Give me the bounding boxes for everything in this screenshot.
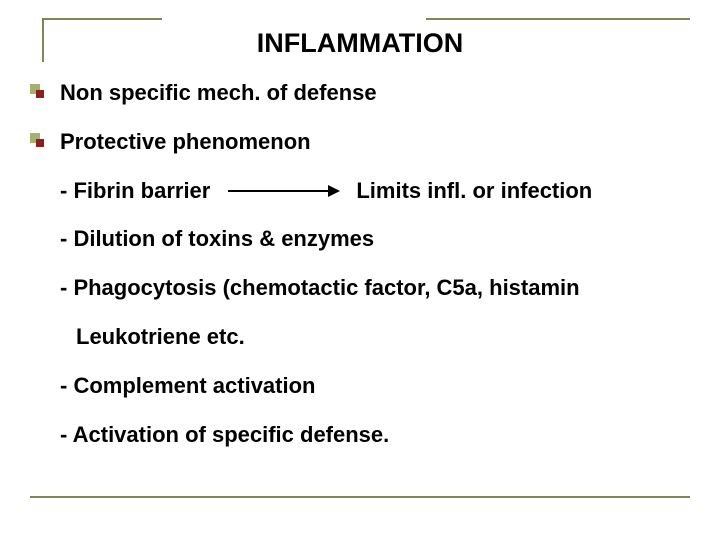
page-title: INFLAMMATION [257, 28, 463, 59]
arrow-icon [228, 190, 338, 192]
sub-text-right: Limits infl. or infection [356, 176, 592, 207]
diamond-bullet-icon [30, 133, 44, 147]
sub-item-continuation: Leukotriene etc. [76, 322, 690, 353]
sub-text-left: - Fibrin barrier [60, 176, 210, 207]
frame-top-right [426, 18, 690, 20]
frame-top-left [42, 18, 162, 20]
bullet-item: Non specific mech. of defense [30, 78, 690, 109]
bottom-divider [30, 496, 690, 498]
sub-item: - Phagocytosis (chemotactic factor, C5a,… [60, 273, 690, 304]
title-container: INFLAMMATION [257, 28, 463, 59]
content-area: Non specific mech. of defense Protective… [30, 78, 690, 468]
diamond-bullet-icon [30, 84, 44, 98]
bullet-text: Non specific mech. of defense [60, 78, 377, 109]
bullet-text: Protective phenomenon [60, 127, 311, 158]
sub-item: - Dilution of toxins & enzymes [60, 224, 690, 255]
sub-item: - Complement activation [60, 371, 690, 402]
sub-items: - Fibrin barrier Limits infl. or infecti… [60, 176, 690, 451]
sub-item-fibrin: - Fibrin barrier Limits infl. or infecti… [60, 176, 690, 207]
sub-item: - Activation of specific defense. [60, 420, 690, 451]
frame-left [42, 18, 44, 62]
bullet-item: Protective phenomenon [30, 127, 690, 158]
